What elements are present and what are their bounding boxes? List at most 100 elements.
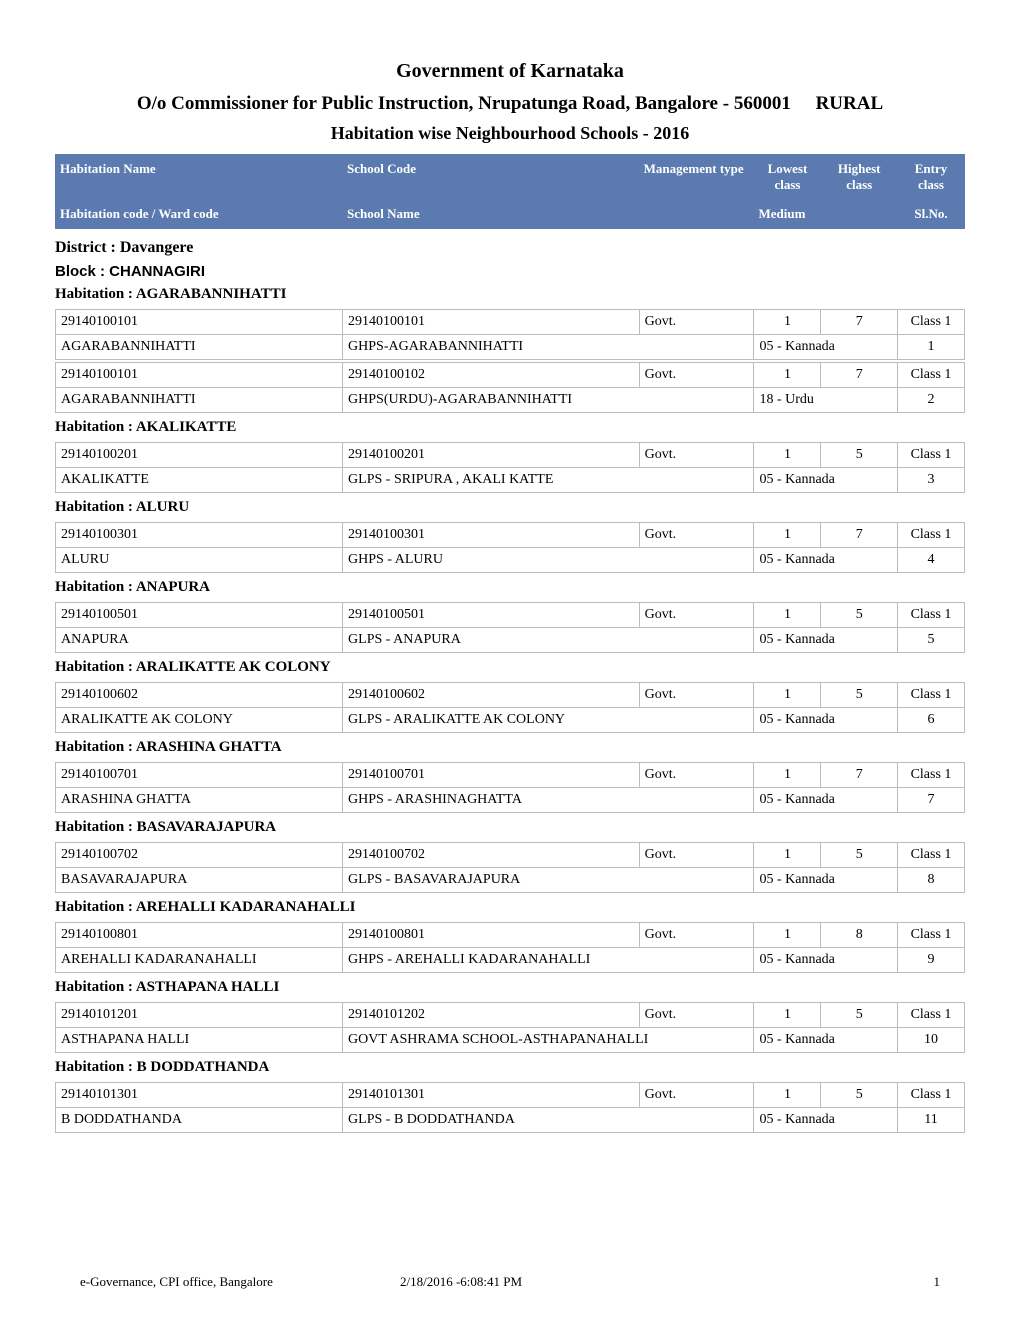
cell-school-name: GLPS - ANAPURA bbox=[343, 628, 754, 653]
cell-habitation-name: BASAVARAJAPURA bbox=[56, 868, 343, 893]
col-lowest-class: Lowest class bbox=[754, 155, 821, 200]
footer-timestamp: 2/18/2016 -6:08:41 PM bbox=[400, 1274, 522, 1290]
footer-page-number: 1 bbox=[934, 1274, 941, 1290]
block-label: Block : CHANNAGIRI bbox=[55, 263, 965, 280]
data-row-1: 2914010010129140100101Govt.17Class 1 bbox=[56, 310, 965, 335]
cell-medium: 05 - Kannada bbox=[754, 868, 898, 893]
cell-medium: 05 - Kannada bbox=[754, 1108, 898, 1133]
data-row-2: ANAPURAGLPS - ANAPURA05 - Kannada5 bbox=[56, 628, 965, 653]
cell-habitation-code: 29140100702 bbox=[56, 843, 343, 868]
data-row-2: ARASHINA GHATTAGHPS - ARASHINAGHATTA05 -… bbox=[56, 788, 965, 813]
col-management-type: Management type bbox=[639, 155, 754, 200]
cell-slno: 2 bbox=[897, 388, 964, 413]
data-row-2: AKALIKATTEGLPS - SRIPURA , AKALI KATTE05… bbox=[56, 468, 965, 493]
cell-highest-class: 5 bbox=[821, 443, 898, 468]
data-row-2: AGARABANNIHATTIGHPS(URDU)-AGARABANNIHATT… bbox=[56, 388, 965, 413]
data-row-1: 2914010060229140100602Govt.15Class 1 bbox=[56, 683, 965, 708]
col-habitation-code: Habitation code / Ward code bbox=[56, 200, 343, 229]
col-highest-class: Highest class bbox=[821, 155, 898, 200]
data-row-2: BASAVARAJAPURAGLPS - BASAVARAJAPURA05 - … bbox=[56, 868, 965, 893]
cell-highest-class: 5 bbox=[821, 1003, 898, 1028]
col-habitation-name: Habitation Name bbox=[56, 155, 343, 200]
col-entry-class: Entry class bbox=[897, 155, 964, 200]
cell-school-name: GHPS-AGARABANNIHATTI bbox=[343, 335, 754, 360]
col-school-code: School Code bbox=[343, 155, 640, 200]
habitation-heading: Habitation : BASAVARAJAPURA bbox=[55, 819, 965, 836]
footer-left: e-Governance, CPI office, Bangalore bbox=[80, 1274, 273, 1289]
data-row-1: 2914010120129140101202Govt.15Class 1 bbox=[56, 1003, 965, 1028]
habitation-heading: Habitation : AGARABANNIHATTI bbox=[55, 286, 965, 303]
cell-slno: 5 bbox=[897, 628, 964, 653]
cell-medium: 05 - Kannada bbox=[754, 628, 898, 653]
cell-school-code: 29140100201 bbox=[343, 443, 640, 468]
cell-school-code: 29140100702 bbox=[343, 843, 640, 868]
habitation-data-table: 2914010070129140100701Govt.17Class 1ARAS… bbox=[55, 762, 965, 813]
cell-entry-class: Class 1 bbox=[897, 363, 964, 388]
cell-mgmt-type: Govt. bbox=[639, 683, 754, 708]
cell-school-code: 29140100501 bbox=[343, 603, 640, 628]
habitation-data-table: 2914010020129140100201Govt.15Class 1AKAL… bbox=[55, 442, 965, 493]
cell-entry-class: Class 1 bbox=[897, 763, 964, 788]
cell-habitation-code: 29140100201 bbox=[56, 443, 343, 468]
cell-lowest-class: 1 bbox=[754, 923, 821, 948]
cell-highest-class: 7 bbox=[821, 763, 898, 788]
data-row-2: ARALIKATTE AK COLONYGLPS - ARALIKATTE AK… bbox=[56, 708, 965, 733]
cell-lowest-class: 1 bbox=[754, 523, 821, 548]
habitation-heading: Habitation : ASTHAPANA HALLI bbox=[55, 979, 965, 996]
cell-habitation-name: ALURU bbox=[56, 548, 343, 573]
cell-mgmt-type: Govt. bbox=[639, 603, 754, 628]
habitation-heading: Habitation : ANAPURA bbox=[55, 579, 965, 596]
data-row-1: 2914010020129140100201Govt.15Class 1 bbox=[56, 443, 965, 468]
cell-school-name: GLPS - B DODDATHANDA bbox=[343, 1108, 754, 1133]
cell-school-code: 29140100102 bbox=[343, 363, 640, 388]
cell-mgmt-type: Govt. bbox=[639, 363, 754, 388]
cell-entry-class: Class 1 bbox=[897, 843, 964, 868]
cell-school-code: 29140100101 bbox=[343, 310, 640, 335]
cell-medium: 05 - Kannada bbox=[754, 335, 898, 360]
office-subtitle: O/o Commissioner for Public Instruction,… bbox=[137, 93, 791, 114]
cell-school-name: GHPS - ARASHINAGHATTA bbox=[343, 788, 754, 813]
cell-lowest-class: 1 bbox=[754, 843, 821, 868]
district-label: District : Davangere bbox=[55, 239, 965, 257]
column-header-table: Habitation Name School Code Management t… bbox=[55, 154, 965, 229]
cell-habitation-code: 29140100101 bbox=[56, 310, 343, 335]
cell-habitation-name: B DODDATHANDA bbox=[56, 1108, 343, 1133]
data-row-2: ALURUGHPS - ALURU05 - Kannada4 bbox=[56, 548, 965, 573]
cell-mgmt-type: Govt. bbox=[639, 843, 754, 868]
cell-school-name: GHPS - AREHALLI KADARANAHALLI bbox=[343, 948, 754, 973]
cell-habitation-code: 29140101301 bbox=[56, 1083, 343, 1108]
cell-entry-class: Class 1 bbox=[897, 443, 964, 468]
cell-entry-class: Class 1 bbox=[897, 523, 964, 548]
cell-lowest-class: 1 bbox=[754, 310, 821, 335]
cell-habitation-code: 29140100101 bbox=[56, 363, 343, 388]
habitation-heading: Habitation : AKALIKATTE bbox=[55, 419, 965, 436]
cell-habitation-name: AGARABANNIHATTI bbox=[56, 388, 343, 413]
data-row-2: B DODDATHANDAGLPS - B DODDATHANDA05 - Ka… bbox=[56, 1108, 965, 1133]
cell-lowest-class: 1 bbox=[754, 603, 821, 628]
cell-school-code: 29140100301 bbox=[343, 523, 640, 548]
habitation-data-table: 2914010060229140100602Govt.15Class 1ARAL… bbox=[55, 682, 965, 733]
habitation-data-table: 2914010130129140101301Govt.15Class 1B DO… bbox=[55, 1082, 965, 1133]
cell-highest-class: 5 bbox=[821, 1083, 898, 1108]
cell-school-code: 29140100701 bbox=[343, 763, 640, 788]
cell-slno: 3 bbox=[897, 468, 964, 493]
habitation-data-table: 2914010050129140100501Govt.15Class 1ANAP… bbox=[55, 602, 965, 653]
col-slno: Sl.No. bbox=[897, 200, 964, 229]
cell-slno: 10 bbox=[897, 1028, 964, 1053]
cell-entry-class: Class 1 bbox=[897, 1003, 964, 1028]
cell-mgmt-type: Govt. bbox=[639, 763, 754, 788]
header-row-1: Habitation Name School Code Management t… bbox=[56, 155, 965, 200]
data-row-2: ASTHAPANA HALLIGOVT ASHRAMA SCHOOL-ASTHA… bbox=[56, 1028, 965, 1053]
habitation-heading: Habitation : B DODDATHANDA bbox=[55, 1059, 965, 1076]
data-row-1: 2914010010129140100102Govt.17Class 1 bbox=[56, 363, 965, 388]
col-school-name: School Name bbox=[343, 200, 754, 229]
cell-slno: 4 bbox=[897, 548, 964, 573]
data-row-1: 2914010050129140100501Govt.15Class 1 bbox=[56, 603, 965, 628]
cell-school-code: 29140100801 bbox=[343, 923, 640, 948]
cell-slno: 9 bbox=[897, 948, 964, 973]
col-medium: Medium bbox=[754, 200, 898, 229]
cell-habitation-name: ARASHINA GHATTA bbox=[56, 788, 343, 813]
cell-entry-class: Class 1 bbox=[897, 310, 964, 335]
cell-habitation-code: 29140100301 bbox=[56, 523, 343, 548]
habitation-data-table: 2914010010129140100102Govt.17Class 1AGAR… bbox=[55, 362, 965, 413]
